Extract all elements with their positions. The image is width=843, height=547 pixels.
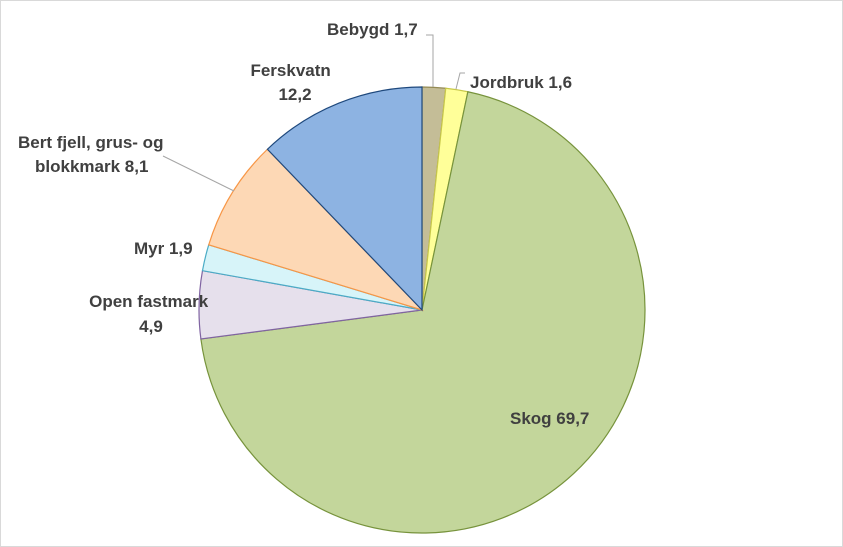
leader-line-bebygd [426, 34, 434, 87]
label-bert-fjell: Bert fjell, grus- og blokkmark 8,1 [18, 133, 168, 176]
leader-lines [162, 34, 465, 192]
leader-line-jordbruk [455, 72, 465, 90]
label-jordbruk: Jordbruk 1,6 [470, 73, 572, 92]
label-bebygd: Bebygd 1,7 [327, 20, 418, 39]
pie-slices [198, 86, 646, 534]
label-open-fastmark: Open fastmark 4,9 [89, 292, 213, 336]
pie-slice-skog [200, 91, 646, 534]
label-myr: Myr 1,9 [134, 239, 193, 258]
leader-line-bert-fjell [162, 155, 235, 192]
label-skog: Skog 69,7 [510, 409, 589, 428]
label-ferskvatn: Ferskvatn 12,2 [250, 61, 335, 104]
pie-slice-bert-fjell-grus-og-blokkmark [207, 148, 425, 312]
pie-slice-ferskvatn [266, 86, 423, 312]
